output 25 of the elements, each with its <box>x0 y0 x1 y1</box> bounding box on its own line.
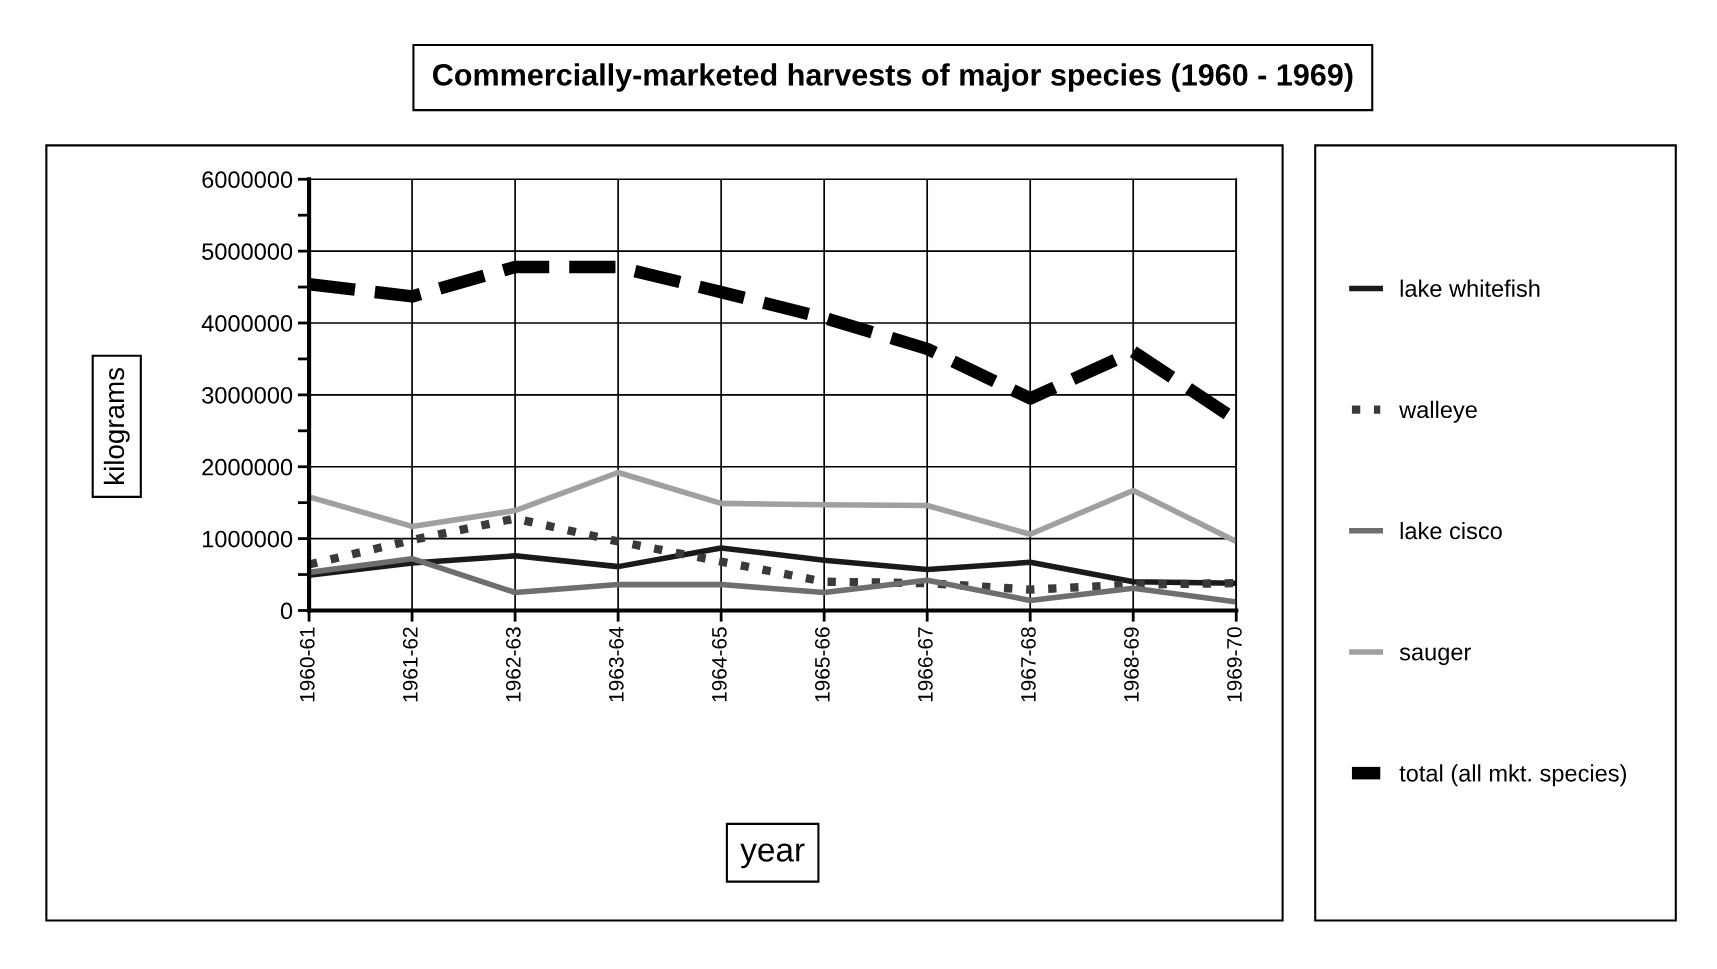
y-tick-label: 5000000 <box>202 243 293 260</box>
x-tick-label: 1966-67 <box>918 627 933 702</box>
x-tick-label: 1968-69 <box>1124 627 1139 702</box>
y-tick-label: 3000000 <box>202 386 293 404</box>
x-tick-label: 1967-68 <box>1021 627 1036 702</box>
x-tick-label: 1961-62 <box>402 627 418 702</box>
x-tick-label: 1963-64 <box>608 627 624 702</box>
x-tick-label: 1960-61 <box>299 627 315 702</box>
legend-label: sauger <box>1399 647 1471 666</box>
x-tick-label: 1964-65 <box>711 627 727 702</box>
x-tick-label: 1962-63 <box>505 627 521 702</box>
legend-label: lake cisco <box>1400 521 1502 540</box>
x-axis-title: year <box>740 843 805 869</box>
y-tick-label: 4000000 <box>201 315 293 332</box>
x-tick-label: 1965-66 <box>815 627 830 702</box>
y-tick-label: 0 <box>280 602 293 620</box>
chart-title: Commercially-marketed harvests of major species (1960 - 1969) <box>433 63 1353 92</box>
legend-label: lake whitefish <box>1400 279 1540 297</box>
y-tick-label: 6000000 <box>202 171 293 189</box>
y-tick-label: 2000000 <box>202 458 293 476</box>
legend-label: total (all mkt. species) <box>1399 764 1626 787</box>
legend-label: walleye <box>1399 400 1477 423</box>
x-tick-label: 1969-70 <box>1227 627 1242 702</box>
y-tick-label: 1000000 <box>202 530 293 548</box>
y-axis-title: kilograms <box>103 367 130 484</box>
